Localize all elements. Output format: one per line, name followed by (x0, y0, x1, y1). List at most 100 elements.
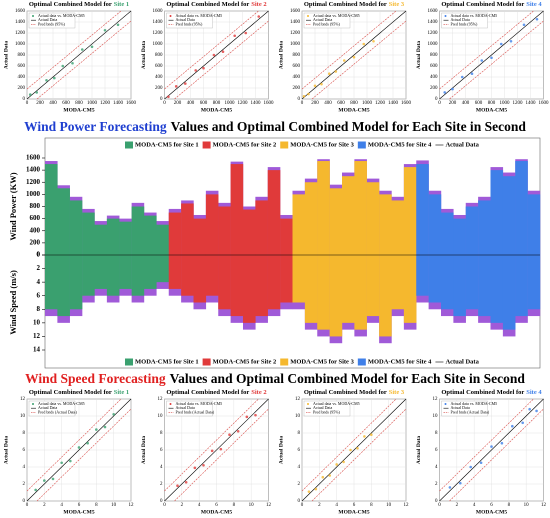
site-bar (403, 255, 417, 323)
site-bar (193, 218, 207, 255)
pred-bound (174, 408, 269, 502)
site-bar (354, 161, 367, 255)
title-text: Optimal Combined Model for (166, 389, 249, 396)
x-tick-label: 1400 (526, 101, 537, 106)
site-bar (82, 212, 95, 255)
point (313, 84, 317, 88)
point (459, 481, 462, 485)
point (90, 45, 94, 49)
x-tick-label: 1600 (126, 101, 137, 106)
site-bar (243, 209, 256, 255)
y-tick-label: 1600 (290, 9, 301, 14)
pred-bound (449, 20, 544, 100)
legend-label: Actual Data (176, 405, 195, 410)
y-tick-label: 200 (155, 86, 163, 91)
legend-label: MODA-CM5 for Site 4 (368, 358, 432, 365)
point (509, 39, 513, 43)
legend-label: MODA-CM5 for Site 3 (290, 141, 354, 148)
x-tick-label: 12 (129, 503, 135, 508)
x-tick-label: 10 (111, 503, 117, 508)
x-tick-label: 6 (215, 503, 218, 508)
site-bar (255, 255, 268, 317)
site-bar (292, 194, 306, 255)
fit-line (439, 10, 544, 100)
legend-label: Pred bnds (95%) (176, 21, 204, 26)
site-bar (144, 215, 157, 255)
x-tick-label: 1000 (225, 101, 236, 106)
pred-bound (164, 398, 259, 492)
site-bar (119, 221, 132, 255)
y-tick-label: 1000 (15, 42, 26, 47)
point (116, 23, 120, 27)
x-tick-label: 800 (213, 101, 221, 106)
point (460, 75, 464, 79)
x-tick-label: 12 (266, 503, 272, 508)
y-tick-label: 1400 (26, 166, 41, 174)
site-bar (45, 164, 58, 255)
pred-bound (311, 408, 407, 502)
site-bar (342, 176, 355, 255)
point (443, 91, 447, 94)
point (176, 484, 179, 488)
site-bar (329, 188, 343, 255)
y-tick-label: 1000 (290, 42, 301, 47)
legend-marker (307, 15, 309, 17)
y-tick-label: 800 (30, 202, 41, 210)
site-bar (391, 255, 405, 310)
pred-bound (26, 398, 122, 492)
legend-label: Actual Data (176, 17, 195, 22)
x-tick-label: 0 (301, 101, 304, 106)
site-bar (267, 255, 281, 310)
x-tick-label: 1000 (87, 101, 98, 106)
y-tick-label: 8 (298, 431, 301, 436)
point (112, 413, 115, 416)
x-tick-label: 10 (386, 503, 392, 508)
point (236, 430, 240, 433)
point (320, 82, 323, 86)
y-tick-label: 4 (298, 465, 301, 470)
site-bar (428, 194, 442, 255)
x-tick-label: 10 (249, 503, 255, 508)
title-text: Optimal Combined Model for (304, 1, 387, 8)
legend-label: Actual Data (38, 405, 57, 410)
point (245, 415, 249, 419)
y-tick-label: 600 (293, 64, 301, 69)
pred-bound (311, 20, 407, 100)
legend-label: Actual Data (38, 17, 57, 22)
y-tick-label: 12 (20, 397, 26, 402)
x-tick-label: 400 (462, 101, 470, 106)
y-tick-label: 2 (435, 482, 438, 487)
y-tick-label: 10 (433, 414, 439, 419)
x-tick-label: 8 (370, 503, 373, 508)
point (521, 421, 524, 425)
x-tick-label: 200 (174, 101, 182, 106)
pred-bound (36, 20, 132, 100)
point (328, 474, 332, 477)
site-bar (379, 255, 392, 337)
legend-label: Actual data vs. MODA-CM5 (176, 401, 223, 406)
site-bar (205, 255, 219, 296)
y-axis-label: Actual Data (416, 436, 422, 465)
site-label: Site 2 (251, 389, 266, 396)
legend-label: Actual Data (451, 405, 470, 410)
site-bar (94, 224, 108, 255)
y-tick-label: 6 (160, 448, 163, 453)
y-tick-label: 6 (23, 448, 26, 453)
title-text: Optimal Combined Model for (29, 389, 112, 396)
y-tick-label: 10 (295, 414, 301, 419)
y-tick-label: 6 (298, 448, 301, 453)
point (80, 48, 84, 51)
y-tick-label: 1600 (15, 9, 26, 14)
site-bar (490, 255, 504, 323)
subplot-title: Optimal Combined Model for Site 3 (304, 389, 405, 396)
legend-label: Actual data vs. MODA-CM5 (176, 13, 223, 18)
x-tick-label: 200 (311, 101, 319, 106)
y-axis-label: Actual Data (3, 41, 9, 70)
point (244, 31, 248, 35)
legend-marker (444, 15, 447, 17)
legend-marker (280, 141, 289, 149)
y-tick-label: 1200 (26, 178, 41, 186)
y-tick-label: 200 (18, 86, 26, 91)
y-tick-label: 4 (435, 465, 438, 470)
site-bar (329, 255, 343, 337)
